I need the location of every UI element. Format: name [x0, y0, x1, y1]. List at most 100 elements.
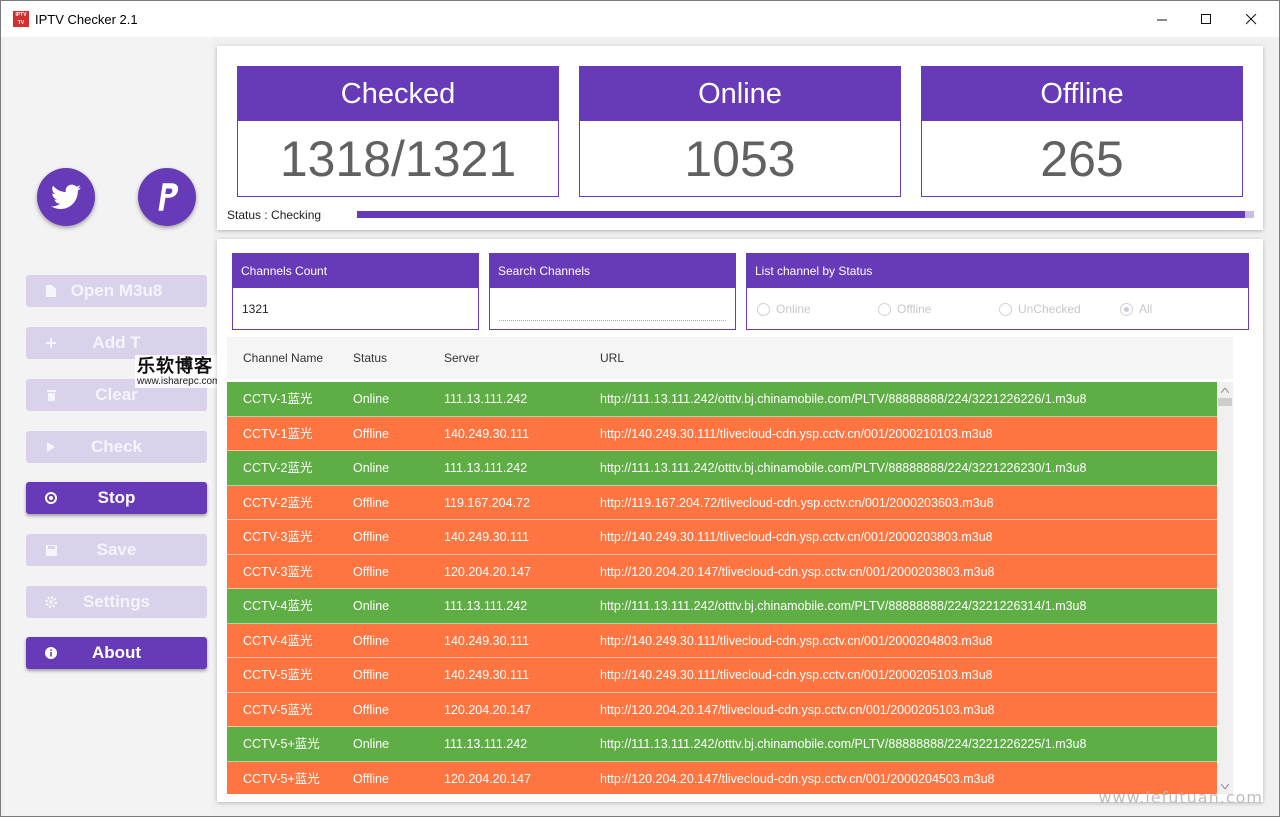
- paypal-button[interactable]: [138, 168, 196, 226]
- cell-url: http://120.204.20.147/tlivecloud-cdn.ysp…: [600, 564, 995, 579]
- twitter-button[interactable]: [37, 168, 95, 226]
- cell-server: 140.249.30.111: [444, 668, 530, 682]
- watermark-logo: 乐软博客 www.isharepc.com: [135, 355, 223, 388]
- radio-unchecked-label: UnChecked: [1018, 302, 1081, 316]
- online-stat: Online 1053: [579, 66, 901, 197]
- table-row[interactable]: CCTV-1蓝光 Online 111.13.111.242 http://111.1…: [227, 382, 1217, 417]
- channel-table-body: CCTV-1蓝光 Online 111.13.111.242 http://111.1…: [227, 382, 1217, 794]
- cell-url: http://140.249.30.111/tlivecloud-cdn.ysp…: [600, 633, 993, 648]
- stop-button[interactable]: Stop: [26, 482, 207, 514]
- cell-status: Online: [353, 392, 390, 406]
- search-channels-box: Search Channels: [489, 253, 736, 330]
- table-row[interactable]: CCTV-2蓝光 Offline 119.167.204.72 http://119.…: [227, 485, 1217, 520]
- radio-circle: [757, 302, 770, 316]
- cell-channel-name: CCTV-4蓝光: [243, 633, 313, 648]
- title-bar: IPTV TV IPTV Checker 2.1: [1, 1, 1279, 37]
- table-row[interactable]: CCTV-4蓝光 Online 111.13.111.242 http://111.1…: [227, 589, 1217, 624]
- radio-all-label: All: [1139, 302, 1153, 316]
- settings-button[interactable]: Settings: [26, 586, 207, 618]
- open-m3u8-button[interactable]: Open M3u8: [26, 275, 207, 307]
- table-row[interactable]: CCTV-5+蓝光 Offline 120.204.20.147 http://120…: [227, 761, 1217, 794]
- table-row[interactable]: CCTV-3蓝光 Offline 120.204.20.147 http://120.…: [227, 554, 1217, 589]
- table-row[interactable]: CCTV-3蓝光 Offline 140.249.30.111 http://140.…: [227, 520, 1217, 555]
- about-button[interactable]: About: [26, 637, 207, 669]
- minimize-button[interactable]: [1139, 1, 1185, 37]
- cell-server: 111.13.111.242: [444, 599, 528, 613]
- close-button[interactable]: [1228, 1, 1274, 37]
- cell-status: Offline: [353, 426, 389, 441]
- cell-url: http://140.249.30.111/tlivecloud-cdn.ysp…: [600, 668, 993, 682]
- cell-status: Online: [353, 737, 390, 751]
- search-input[interactable]: [490, 288, 735, 330]
- cell-channel-name: CCTV-1蓝光: [243, 426, 313, 441]
- app-logo-icon: IPTV TV: [13, 11, 29, 27]
- cell-server: 120.204.20.147: [444, 771, 531, 786]
- plus-icon: [44, 336, 58, 350]
- scroll-up-icon[interactable]: [1217, 382, 1233, 398]
- offline-stat: Offline 265: [921, 66, 1243, 197]
- status-filter-box: List channel by Status Online Offline Un…: [746, 253, 1249, 330]
- table-row[interactable]: CCTV-5+蓝光 Online 111.13.111.242 http://111.…: [227, 727, 1217, 762]
- file-icon: [44, 284, 58, 298]
- radio-circle: [999, 302, 1012, 316]
- radio-online[interactable]: Online: [757, 302, 878, 316]
- stats-panel: Checked 1318/1321 Online 1053 Offline 26…: [217, 46, 1263, 230]
- cell-server: 111.13.111.242: [444, 461, 528, 475]
- check-button[interactable]: Check: [26, 431, 207, 463]
- cell-status: Online: [353, 461, 390, 475]
- header-status[interactable]: Status: [353, 351, 388, 365]
- maximize-button[interactable]: [1183, 1, 1229, 37]
- play-icon: [44, 440, 58, 454]
- channels-panel: Channels Count 1321 Search Channels List…: [217, 239, 1263, 802]
- radio-offline[interactable]: Offline: [878, 302, 999, 316]
- radio-offline-label: Offline: [897, 302, 932, 316]
- online-label: Online: [580, 67, 900, 121]
- clear-label: Clear: [95, 385, 138, 404]
- add-button[interactable]: Add T: [26, 327, 207, 359]
- table-row[interactable]: CCTV-1蓝光 Offline 140.249.30.111 http://140.…: [227, 416, 1217, 451]
- status-text: Status : Checking: [227, 208, 322, 222]
- settings-label: Settings: [82, 592, 151, 611]
- checked-stat: Checked 1318/1321: [237, 66, 559, 197]
- table-row[interactable]: CCTV-4蓝光 Offline 140.249.30.111 http://140.…: [227, 623, 1217, 658]
- twitter-icon: [51, 184, 81, 209]
- cell-server: 111.13.111.242: [444, 737, 528, 751]
- vertical-scrollbar[interactable]: [1217, 382, 1233, 794]
- radio-all[interactable]: All: [1120, 302, 1241, 316]
- info-icon: [44, 646, 58, 660]
- header-server[interactable]: Server: [444, 351, 480, 365]
- channels-count-label: Channels Count: [233, 254, 478, 288]
- cell-url: http://120.204.20.147/tlivecloud-cdn.ysp…: [600, 771, 995, 786]
- add-label: Add T: [92, 333, 141, 352]
- header-url[interactable]: URL: [600, 351, 625, 365]
- table-row[interactable]: CCTV-5蓝光 Offline 120.204.20.147 http://120.…: [227, 692, 1217, 727]
- cell-channel-name: CCTV-5蓝光: [243, 668, 313, 682]
- save-button[interactable]: Save: [26, 534, 207, 566]
- cell-status: Offline: [353, 633, 389, 648]
- cell-channel-name: CCTV-5+蓝光: [243, 771, 320, 786]
- save-label: Save: [96, 540, 137, 559]
- gear-icon: [44, 595, 58, 609]
- search-channels-label: Search Channels: [490, 254, 735, 288]
- cell-channel-name: CCTV-1蓝光: [243, 392, 313, 406]
- cell-server: 120.204.20.147: [444, 564, 531, 579]
- scroll-down-icon[interactable]: [1217, 778, 1233, 794]
- header-channel-name[interactable]: Channel Name: [243, 351, 324, 365]
- minimize-icon: [1156, 19, 1167, 20]
- radio-unchecked[interactable]: UnChecked: [999, 302, 1120, 316]
- cell-channel-name: CCTV-5+蓝光: [243, 737, 320, 751]
- cell-url: http://111.13.111.242/otttv.bj.chinamobi…: [600, 737, 1087, 751]
- maximize-icon: [1200, 13, 1211, 24]
- cell-channel-name: CCTV-2蓝光: [243, 495, 313, 510]
- offline-label: Offline: [922, 67, 1242, 121]
- table-row[interactable]: CCTV-2蓝光 Online 111.13.111.242 http://111.1…: [227, 451, 1217, 486]
- table-row[interactable]: CCTV-5蓝光 Offline 140.249.30.111 http://140.…: [227, 658, 1217, 693]
- status-filter-label: List channel by Status: [747, 254, 1248, 288]
- cell-url: http://120.204.20.147/tlivecloud-cdn.ysp…: [600, 702, 995, 717]
- watermark-title: 乐软博客: [137, 356, 213, 376]
- sidebar: Open M3u8 Add T Clear Check Stop Save Se…: [5, 37, 223, 815]
- stop-label: Stop: [97, 488, 136, 507]
- scroll-thumb[interactable]: [1218, 398, 1232, 406]
- table-header: Channel Name Status Server URL: [227, 337, 1233, 379]
